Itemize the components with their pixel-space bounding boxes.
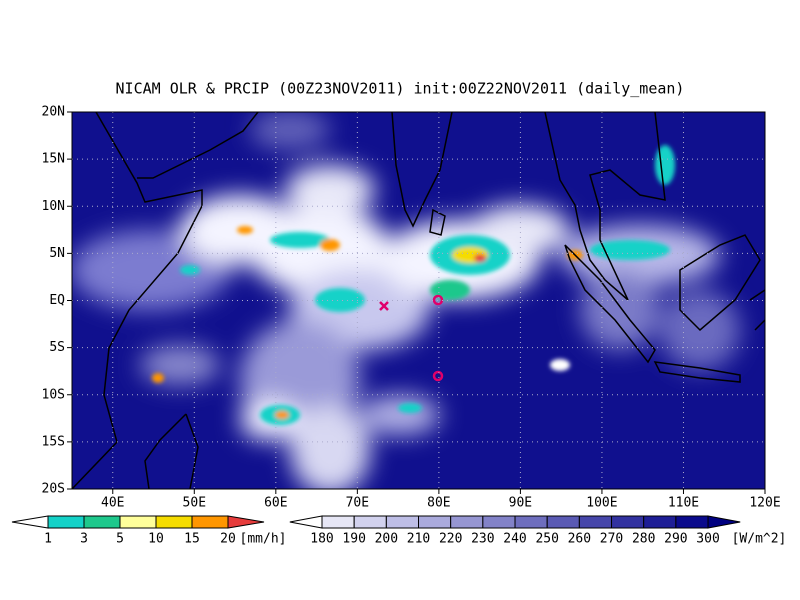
colorbar-label: 290 xyxy=(664,532,687,547)
lon-label: 110E xyxy=(668,496,699,511)
colorbar-segment xyxy=(611,515,645,529)
storm-markers xyxy=(379,294,444,382)
lon-label: 80E xyxy=(427,496,450,511)
colorbar-label: 10 xyxy=(148,532,164,547)
lat-label: 5S xyxy=(49,340,65,355)
lat-label: 20S xyxy=(42,482,65,497)
colorbar-segment xyxy=(353,515,387,529)
map xyxy=(72,112,765,489)
colorbar-label: 260 xyxy=(568,532,591,547)
colorbar-label: 180 xyxy=(310,532,333,547)
precip xyxy=(152,145,675,425)
lat-label: EQ xyxy=(49,293,65,308)
lon-label: 40E xyxy=(101,496,124,511)
colorbar-arrow xyxy=(289,515,323,529)
colorbar-segment xyxy=(321,515,355,529)
colorbar-segment xyxy=(514,515,548,529)
colorbar-label: 15 xyxy=(184,532,200,547)
colorbar-arrow xyxy=(11,515,49,529)
colorbar-segment xyxy=(83,515,121,529)
colorbar-label: 280 xyxy=(632,532,655,547)
lat-label: 10N xyxy=(42,199,65,214)
colorbar-label: 210 xyxy=(407,532,430,547)
colorbar-label: 3 xyxy=(80,532,88,547)
lon-label: 60E xyxy=(264,496,287,511)
colorbar-unit: [W/m^2] xyxy=(732,532,787,547)
colorbar-segment xyxy=(643,515,677,529)
colorbar-segment xyxy=(578,515,613,529)
colorbar-segment xyxy=(675,515,709,529)
lat-label: 15N xyxy=(42,152,65,167)
lon-label: 90E xyxy=(509,496,532,511)
lon-label: 120E xyxy=(749,496,780,511)
colorbar-label: 200 xyxy=(375,532,398,547)
colorbar-segment xyxy=(191,515,229,529)
colorbar-label: 270 xyxy=(600,532,623,547)
lon-label: 70E xyxy=(346,496,369,511)
lon-label: 100E xyxy=(586,496,617,511)
colorbar-segment xyxy=(418,515,452,529)
colorbar-unit: [mm/h] xyxy=(240,532,287,547)
title: NICAM OLR & PRCIP (00Z23NOV2011) init:00… xyxy=(116,80,685,98)
colorbars: 1 3 5 10 15 20 [mm/h] 180 190 200 210 220 230 240 250 2… xyxy=(11,515,787,547)
colorbar-label: 190 xyxy=(342,532,365,547)
colorbar-label: 220 xyxy=(439,532,462,547)
colorbar-label: 250 xyxy=(535,532,558,547)
colorbar-segment xyxy=(546,515,580,529)
colorbar-segment xyxy=(119,515,157,529)
colorbar-label: 5 xyxy=(116,532,124,547)
cloud-cover xyxy=(72,112,740,489)
colorbar-segment xyxy=(47,515,85,529)
colorbar-label: 1 xyxy=(44,532,52,547)
colorbar-label: 230 xyxy=(471,532,494,547)
colorbar-segment xyxy=(482,515,516,529)
colorbar-segment xyxy=(385,515,420,529)
colorbar-arrow xyxy=(707,515,741,529)
colorbar-arrow xyxy=(227,515,265,529)
colorbar-segment xyxy=(155,515,193,529)
lat-label: 15S xyxy=(42,434,65,449)
colorbar-label: 240 xyxy=(503,532,526,547)
lon-label: 50E xyxy=(183,496,206,511)
lat-label: 10S xyxy=(42,387,65,402)
colorbar-label: 20 xyxy=(220,532,236,547)
grid xyxy=(72,112,765,489)
lat-label: 5N xyxy=(49,246,65,261)
lat-label: 20N xyxy=(42,105,65,120)
colorbar-segment xyxy=(450,515,484,529)
colorbar-label: 300 xyxy=(696,532,719,547)
